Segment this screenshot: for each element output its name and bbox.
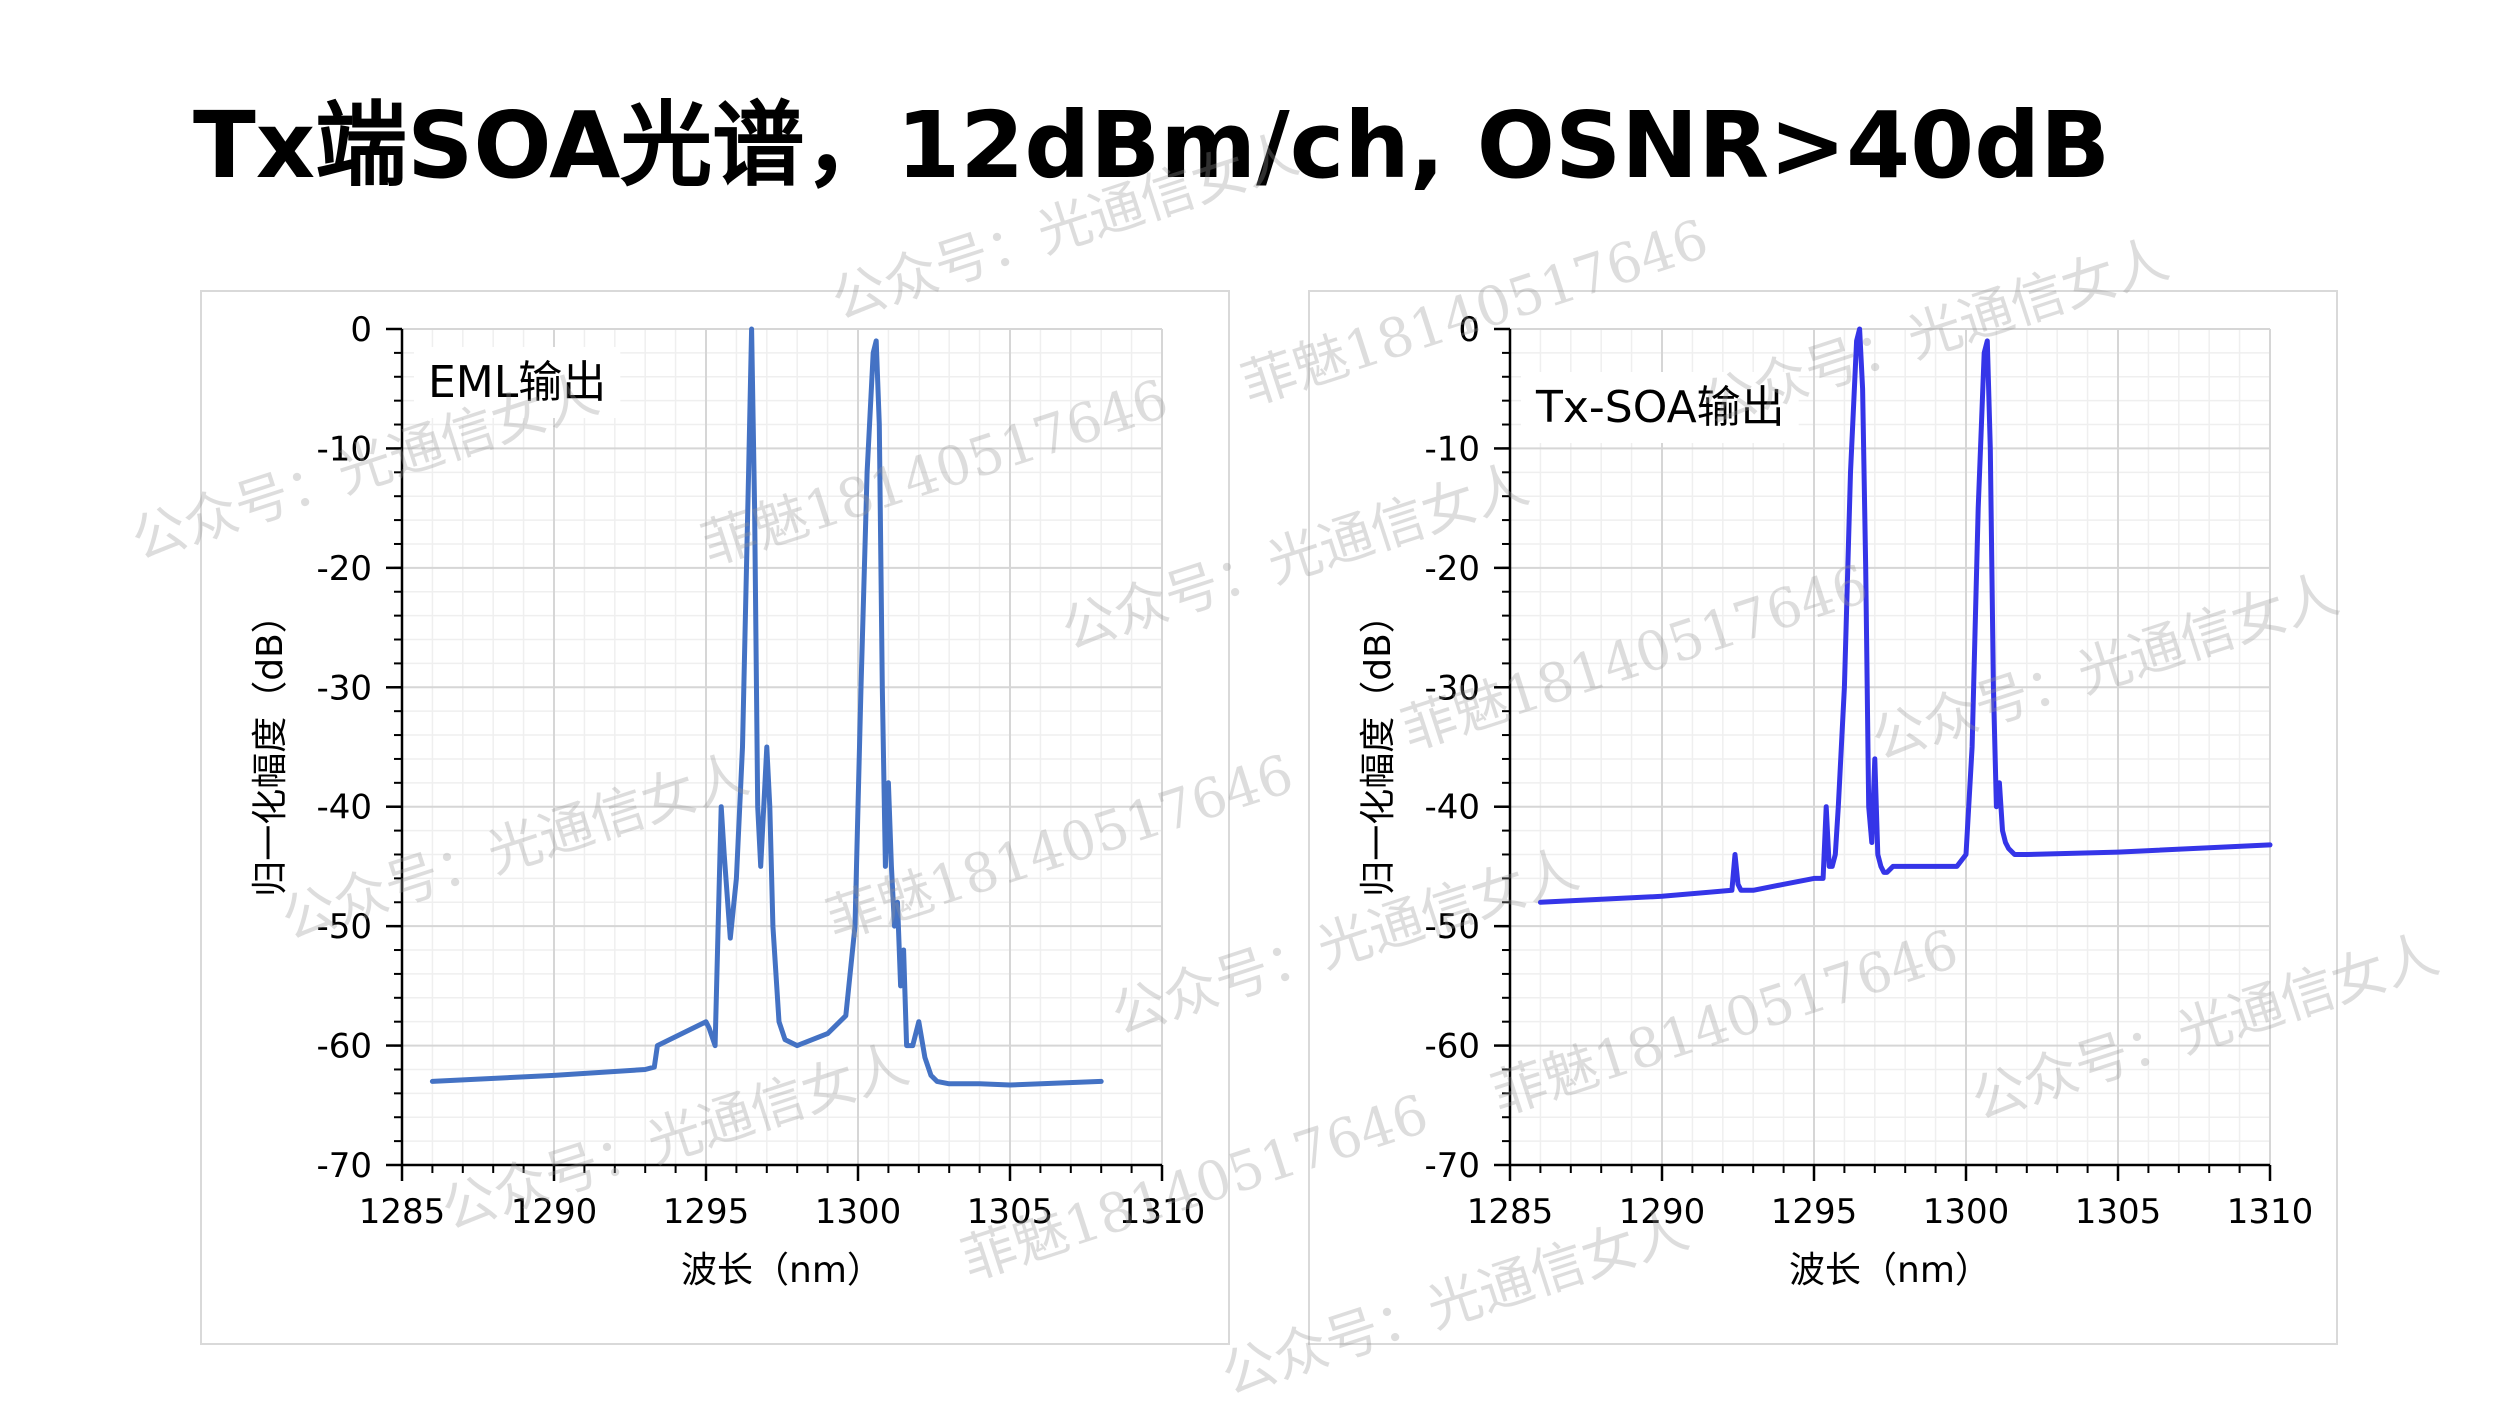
y-tick-label: -50 — [1424, 907, 1480, 947]
y-tick-label: -30 — [316, 668, 372, 708]
x-tick-label: 1305 — [967, 1192, 1054, 1232]
x-axis-title: 波长（nm） — [681, 1250, 883, 1291]
slide-title: Tx端SOA光谱，12dBm/ch, OSNR>40dB — [193, 92, 2111, 199]
y-tick-label: -50 — [316, 907, 372, 947]
y-tick-label: -40 — [1424, 788, 1480, 828]
x-tick-label: 1295 — [663, 1192, 750, 1232]
y-tick-label: -60 — [1424, 1027, 1480, 1067]
x-tick-label: 1305 — [2075, 1192, 2162, 1232]
minor-grid — [1509, 328, 2271, 1166]
chart-panel-eml: 0 -10 -20 -30 -40 -50 -60 -70 1285 1290 1295 1300 13… — [200, 290, 1230, 1345]
minor-grid — [401, 328, 1163, 1166]
spectrum-line — [429, 326, 1104, 1088]
y-tick-label: -60 — [316, 1027, 372, 1067]
x-tick-label: 1310 — [2227, 1192, 2314, 1232]
annotation-background — [414, 347, 621, 418]
y-tick-label: 0 — [350, 310, 372, 350]
x-tick-label: 1295 — [1771, 1192, 1858, 1232]
chart-panel-tx-soa: 0 -10 -20 -30 -40 -50 -60 -70 1285 1290 1295 1300 13… — [1308, 290, 2338, 1345]
y-axis-title: 归一化幅度（dB） — [1358, 597, 1399, 897]
major-grid — [1509, 328, 2271, 1166]
chart-tx-soa-output: 0 -10 -20 -30 -40 -50 -60 -70 1285 1290 1295 1300 13… — [1358, 310, 2314, 1291]
annotation-background — [1521, 372, 1799, 443]
major-grid — [401, 328, 1163, 1166]
x-tick-label: 1300 — [815, 1192, 902, 1232]
y-tick-label: -10 — [1424, 429, 1480, 469]
x-tick-label: 1285 — [1467, 1192, 1554, 1232]
y-tick-label: -70 — [1424, 1146, 1480, 1186]
x-tick-label: 1300 — [1923, 1192, 2010, 1232]
x-tick-label: 1290 — [1619, 1192, 1706, 1232]
y-tick-label: -20 — [1424, 549, 1480, 589]
y-tick-label: -40 — [316, 788, 372, 828]
y-tick-label: -70 — [316, 1146, 372, 1186]
y-tick-label: -10 — [316, 429, 372, 469]
x-tick-label: 1290 — [511, 1192, 598, 1232]
y-axis-title: 归一化幅度（dB） — [250, 597, 291, 897]
chart-annotation: Tx-SOA输出 — [1535, 382, 1785, 433]
y-tick-label: 0 — [1458, 310, 1480, 350]
spectrum-line — [1537, 326, 2273, 905]
y-tick-label: -20 — [316, 549, 372, 589]
x-tick-label: 1285 — [359, 1192, 446, 1232]
y-tick-label: -30 — [1424, 668, 1480, 708]
x-tick-label: 1310 — [1119, 1192, 1206, 1232]
chart-annotation: EML输出 — [428, 357, 606, 408]
x-axis-title: 波长（nm） — [1789, 1250, 1991, 1291]
chart-eml-output: 0 -10 -20 -30 -40 -50 -60 -70 1285 1290 1295 1300 13… — [250, 310, 1206, 1291]
